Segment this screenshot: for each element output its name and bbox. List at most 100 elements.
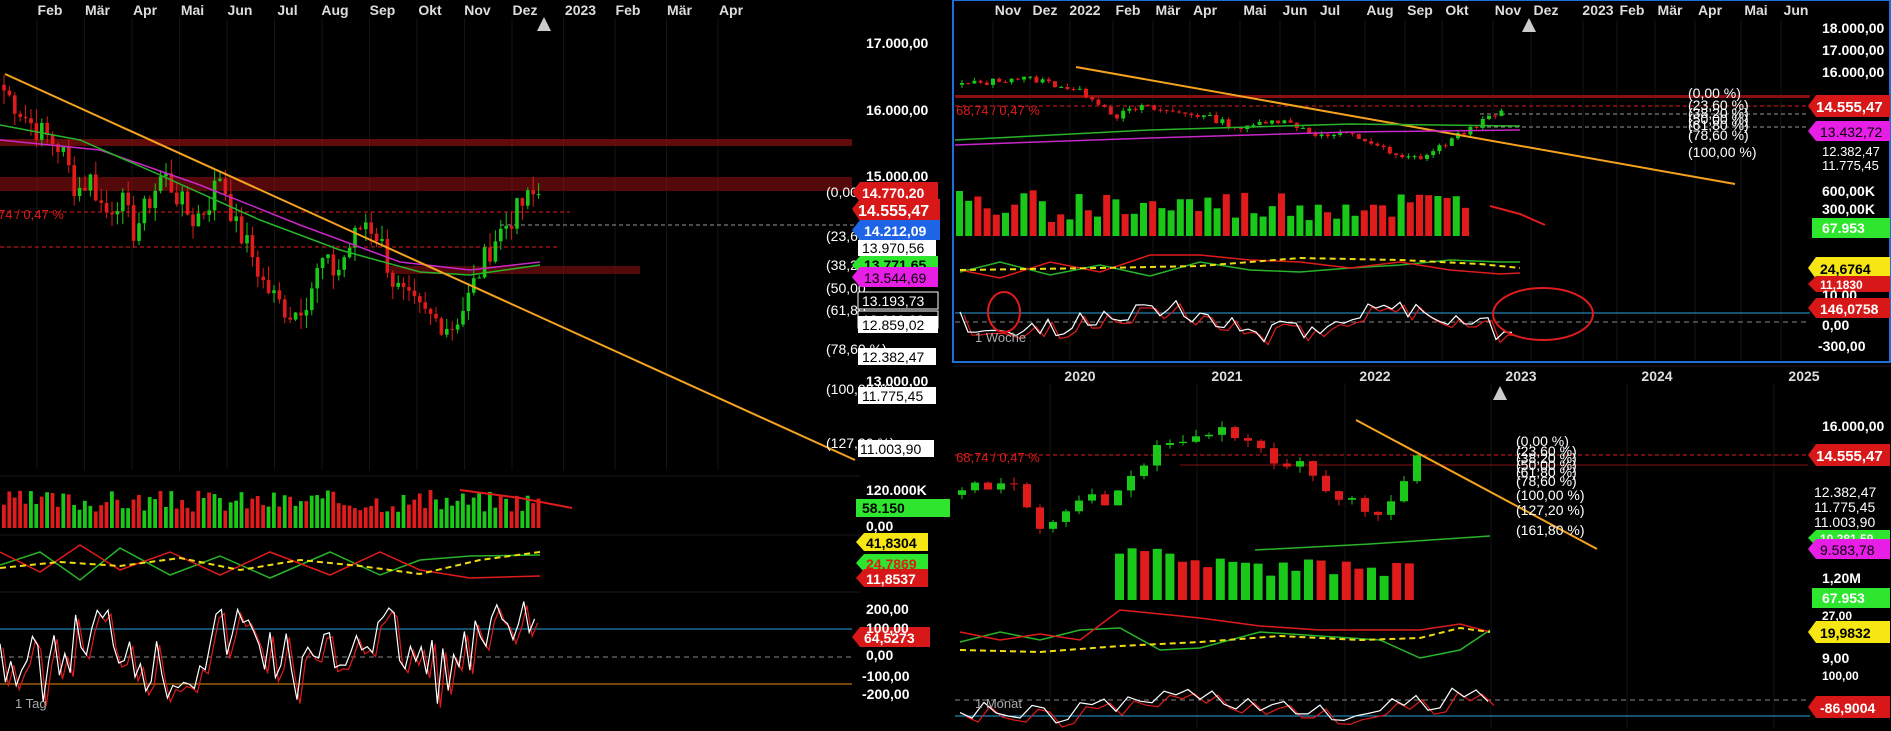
- monthly-dmi-plus: [959, 627, 1491, 659]
- daily-candle: [509, 225, 514, 229]
- daily-volume-bar: [174, 508, 179, 528]
- weekly-candle: [1480, 118, 1485, 128]
- weekly-month-label: Feb: [1620, 2, 1645, 18]
- daily-month-label: Feb: [616, 2, 641, 18]
- daily-volume-bar: [363, 507, 368, 528]
- daily-month-label: Jun: [228, 2, 253, 18]
- weekly-last-price-marker: 14.555,47: [1808, 95, 1890, 117]
- weekly-candle: [1127, 108, 1132, 111]
- svg-text:14.770,20: 14.770,20: [862, 185, 924, 201]
- monthly-volume-bar: [1140, 551, 1150, 600]
- daily-fib100-marker: 11.775,45: [858, 387, 936, 404]
- monthly-volume-bar: [1152, 548, 1162, 600]
- weekly-volume-bar: [1158, 208, 1166, 236]
- daily-volume-bar: [261, 504, 265, 528]
- daily-fib-label: (61,80: [826, 302, 866, 318]
- daily-volume-bar: [45, 492, 49, 528]
- daily-price-axis-15000: 15.000,00: [866, 168, 928, 184]
- weekly-price-axis: 18.000,00: [1822, 20, 1884, 36]
- monthly-candle: [1179, 441, 1187, 444]
- weekly-candle: [1214, 114, 1219, 124]
- daily-candle: [261, 276, 265, 281]
- daily-fib50-marker: 13.193,73: [857, 291, 939, 310]
- daily-volume-bar: [218, 497, 222, 528]
- weekly-volume-bar: [1296, 205, 1304, 236]
- weekly-candle: [1164, 110, 1169, 112]
- weekly-candle: [1257, 121, 1262, 125]
- weekly-scroll-marker-icon[interactable]: [1522, 18, 1536, 32]
- weekly-candle: [1226, 119, 1231, 127]
- daily-candle: [531, 190, 535, 195]
- monthly-price-axis: 16.000,00: [1822, 418, 1884, 434]
- daily-candle: [455, 324, 460, 330]
- weekly-cci-highlight-circle: [987, 291, 1021, 333]
- daily-trendline[interactable]: [4, 73, 856, 461]
- weekly-month-label: Okt: [1445, 2, 1469, 18]
- monthly-chart[interactable]: 2020 2021 2022 2023 2024 2025 (0,00 %)(23,60 …: [955, 368, 1884, 728]
- daily-volume-bar: [326, 490, 330, 528]
- daily-cci-axis-m200: -200,00: [862, 686, 910, 702]
- daily-candle: [461, 311, 465, 325]
- daily-volume-bar: [288, 496, 292, 528]
- weekly-dmi-panel: [959, 254, 1521, 279]
- monthly-fib-label: (78,60 %): [1516, 473, 1577, 489]
- daily-volume-bar: [196, 490, 201, 528]
- monthly-candle: [958, 490, 966, 495]
- weekly-cci-highlight-circle-2: [1492, 287, 1594, 341]
- weekly-volume-bar: [1416, 194, 1423, 236]
- svg-text:11.775,45: 11.775,45: [862, 388, 923, 404]
- daily-candle: [331, 254, 336, 276]
- weekly-chart[interactable]: Nov Dez 2022 Feb Mär Apr Mai Jun Jul Aug Sep Okt Nov…: [954, 2, 1884, 360]
- weekly-chart-frame[interactable]: [952, 0, 1891, 363]
- weekly-candle: [1102, 104, 1107, 108]
- weekly-magenta-marker: 13.432,72: [1808, 121, 1890, 141]
- weekly-volume-bar: [1002, 212, 1009, 236]
- daily-candle: [104, 202, 109, 213]
- daily-volume-bar: [498, 496, 503, 528]
- daily-left-edge-label: 68,74 / 0,47 %: [0, 207, 64, 222]
- daily-price-axis-17000: 17.000,00: [866, 35, 928, 51]
- monthly-cci-panel: [955, 687, 1810, 728]
- daily-candle: [493, 241, 498, 262]
- monthly-year-label: 2020: [1064, 368, 1095, 384]
- weekly-volume-bar: [1195, 211, 1203, 236]
- daily-month-label: Mär: [667, 2, 692, 18]
- monthly-candle: [1335, 491, 1343, 500]
- weekly-resistance-line: [955, 95, 1810, 98]
- daily-volume-bar: [164, 506, 168, 528]
- daily-ma-magenta: [0, 139, 541, 271]
- daily-candle: [29, 118, 33, 124]
- monthly-trendline[interactable]: [1355, 419, 1598, 550]
- weekly-fib-label: (0,00 %): [1688, 85, 1741, 101]
- weekly-volume-value-marker: 67.953: [1812, 218, 1890, 238]
- weekly-month-label: 2023: [1582, 2, 1613, 18]
- weekly-dmi-red-marker: 11,1830: [1808, 276, 1890, 292]
- daily-fib0-marker: 14.770,20: [852, 182, 938, 202]
- daily-candle: [13, 95, 17, 114]
- svg-text:14.555,47: 14.555,47: [1816, 448, 1883, 465]
- weekly-trendline[interactable]: [1075, 66, 1736, 185]
- daily-month-label: Jul: [277, 2, 297, 18]
- daily-candle: [380, 238, 384, 242]
- weekly-month-label: Apr: [1193, 2, 1218, 18]
- monthly-cci-axis-top: 100,00: [1822, 669, 1859, 683]
- daily-volume-bar: [407, 504, 411, 528]
- monthly-scroll-marker-icon[interactable]: [1493, 386, 1507, 400]
- scroll-marker-icon[interactable]: [537, 17, 551, 31]
- daily-candle: [299, 312, 303, 316]
- weekly-volume-bar: [1268, 206, 1276, 236]
- monthly-volume-bar: [1304, 559, 1313, 600]
- monthly-candle: [1348, 498, 1356, 500]
- weekly-candle: [1493, 115, 1498, 117]
- weekly-candle: [1065, 86, 1070, 90]
- daily-chart[interactable]: Feb Mär Apr Mai Jun Jul Aug Sep Okt Nov Dez 2023 Feb…: [0, 2, 928, 470]
- weekly-fib-label: (78,60 %): [1688, 127, 1749, 143]
- daily-candle: [310, 288, 314, 311]
- daily-volume-bar: [185, 507, 190, 528]
- daily-volume-bar: [153, 499, 157, 528]
- weekly-candle: [1195, 115, 1200, 117]
- weekly-volume-bar: [1222, 194, 1230, 236]
- weekly-candle: [1363, 138, 1367, 142]
- weekly-volume-bar: [1094, 216, 1101, 236]
